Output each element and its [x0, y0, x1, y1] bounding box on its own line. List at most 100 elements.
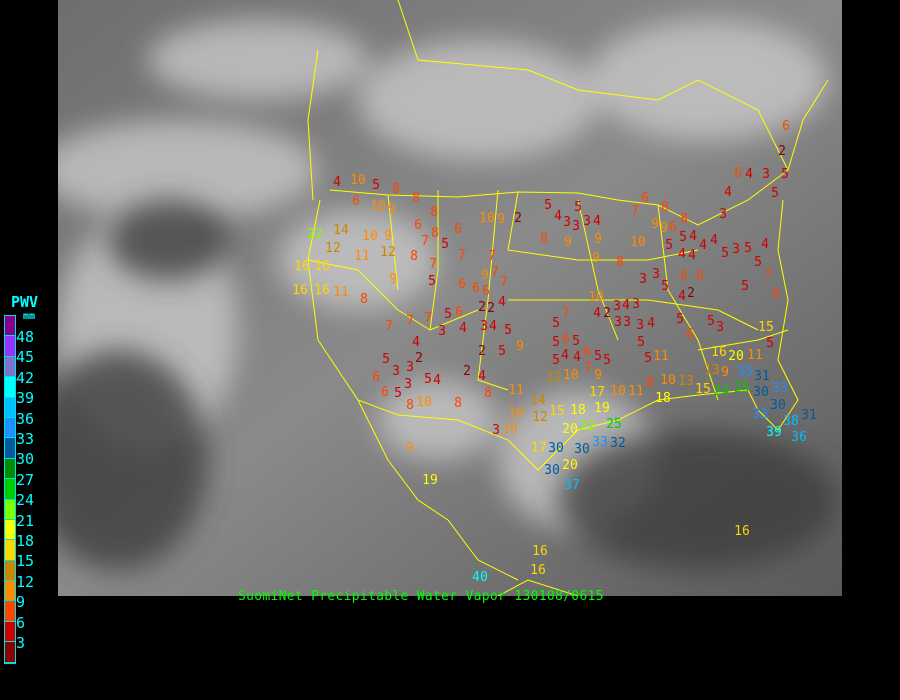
legend-swatch [5, 438, 15, 459]
station-pwv-value: 4 [593, 306, 601, 321]
station-pwv-value: 8 [431, 226, 439, 241]
legend-swatch [5, 499, 15, 520]
station-pwv-value: 8 [392, 182, 400, 197]
station-pwv-value: 8 [412, 191, 420, 206]
station-pwv-value: 10 [630, 235, 646, 250]
station-pwv-value: 5 [679, 230, 687, 245]
station-pwv-value: 7 [562, 306, 570, 321]
station-pwv-value: 5 [382, 352, 390, 367]
legend-swatch [5, 560, 15, 582]
station-pwv-value: 22 [307, 227, 323, 242]
station-pwv-value: 19 [594, 401, 610, 416]
station-pwv-value: 3 [572, 219, 580, 234]
legend-label: 12 [16, 572, 35, 591]
station-pwv-value: 9 [594, 368, 602, 383]
station-pwv-value: 3 [480, 319, 488, 334]
station-pwv-value: 4 [489, 319, 497, 334]
station-pwv-value: 6 [455, 305, 463, 320]
station-pwv-value: 5 [428, 274, 436, 289]
station-pwv-value: 15 [695, 382, 711, 397]
station-pwv-value: 30 [770, 398, 786, 413]
caption-timestamp: 130108/0615 [514, 589, 604, 604]
station-pwv-value: 5 [766, 336, 774, 351]
station-pwv-value: 31 [801, 408, 817, 423]
station-pwv-value: 12 [532, 410, 548, 425]
legend-label: 9 [16, 593, 26, 612]
station-pwv-value: 10 [588, 290, 604, 305]
station-pwv-value: 4 [710, 233, 718, 248]
legend-label: 21 [16, 511, 35, 530]
station-pwv-value: 20 [562, 422, 578, 437]
station-pwv-value: 9 [388, 202, 396, 217]
dark-sea-regions [58, 200, 838, 570]
station-pwv-value: 25 [606, 417, 622, 432]
station-pwv-value: 6 [583, 345, 591, 360]
station-pwv-value: 5 [661, 279, 669, 294]
station-pwv-value: 8 [360, 292, 368, 307]
station-pwv-value: 6 [772, 287, 780, 302]
station-pwv-value: 2 [415, 351, 423, 366]
station-pwv-value: 5 [498, 344, 506, 359]
station-pwv-value: 9 [660, 221, 668, 236]
station-pwv-value: 24 [713, 384, 729, 399]
station-pwv-value: 5 [781, 167, 789, 182]
station-pwv-value: 4 [724, 185, 732, 200]
station-pwv-value: 3 [623, 315, 631, 330]
station-pwv-value: 6 [562, 332, 570, 347]
station-pwv-value: 40 [472, 570, 488, 585]
legend-label: 27 [16, 470, 35, 489]
legend-label: 36 [16, 409, 35, 428]
station-pwv-value: 3 [716, 320, 724, 335]
station-pwv-value: 3 [614, 315, 622, 330]
legend-title: PWV [11, 293, 39, 311]
station-pwv-value: 5 [754, 255, 762, 270]
station-pwv-value: 9 [481, 268, 489, 283]
station-pwv-value: 7 [584, 361, 592, 376]
station-pwv-value: 4 [554, 209, 562, 224]
station-pwv-value: 3 [392, 364, 400, 379]
station-pwv-value: 16 [294, 259, 310, 274]
legend-swatch [5, 642, 15, 663]
legend-label: 3 [16, 634, 26, 652]
station-pwv-value: 5 [544, 198, 552, 213]
station-pwv-value: 4 [699, 238, 707, 253]
station-pwv-value: 10 [479, 211, 495, 226]
political-borders [307, 0, 829, 596]
station-pwv-value: 5 [552, 335, 560, 350]
legend-label: 18 [16, 532, 35, 550]
station-pwv-value: 2 [778, 144, 786, 159]
station-pwv-value: 7 [421, 234, 429, 249]
station-pwv-value: 6 [641, 191, 649, 206]
station-pwv-value: 2 [463, 364, 471, 379]
legend-swatch [5, 581, 15, 602]
station-pwv-value: 3 [492, 423, 500, 438]
station-pwv-value: 8 [454, 396, 462, 411]
station-pwv-value: 32 [610, 436, 626, 451]
legend-swatch [5, 540, 15, 561]
legend-label: 45 [16, 348, 35, 367]
station-pwv-value: 8 [484, 386, 492, 401]
legend-label: 33 [16, 430, 35, 448]
station-pwv-value: 5 [741, 279, 749, 294]
station-pwv-value: 10 [416, 395, 432, 410]
station-pwv-value: 6 [458, 277, 466, 292]
station-pwv-value: 30 [544, 463, 560, 478]
station-pwv-value: 3 [762, 167, 770, 182]
station-pwv-value: 9 [516, 339, 524, 354]
legend-swatch [5, 336, 15, 357]
station-pwv-value: 4 [689, 229, 697, 244]
station-pwv-value: 8 [646, 375, 654, 390]
legend-unit: mm [23, 311, 36, 322]
station-pwv-value: 5 [644, 351, 652, 366]
station-pwv-value: 5 [504, 323, 512, 338]
station-pwv-value: 4 [678, 289, 686, 304]
station-pwv-value: 16 [292, 283, 308, 298]
legend-swatch [5, 316, 15, 337]
station-pwv-value: 16 [734, 524, 750, 539]
station-pwv-value: 7 [424, 311, 432, 326]
station-pwv-value: 35 [737, 365, 753, 380]
station-pwv-value: 3 [652, 267, 660, 282]
station-pwv-value: 6 [680, 269, 688, 284]
station-pwv-value: 9 [564, 235, 572, 250]
station-pwv-value: 11 [508, 383, 524, 398]
